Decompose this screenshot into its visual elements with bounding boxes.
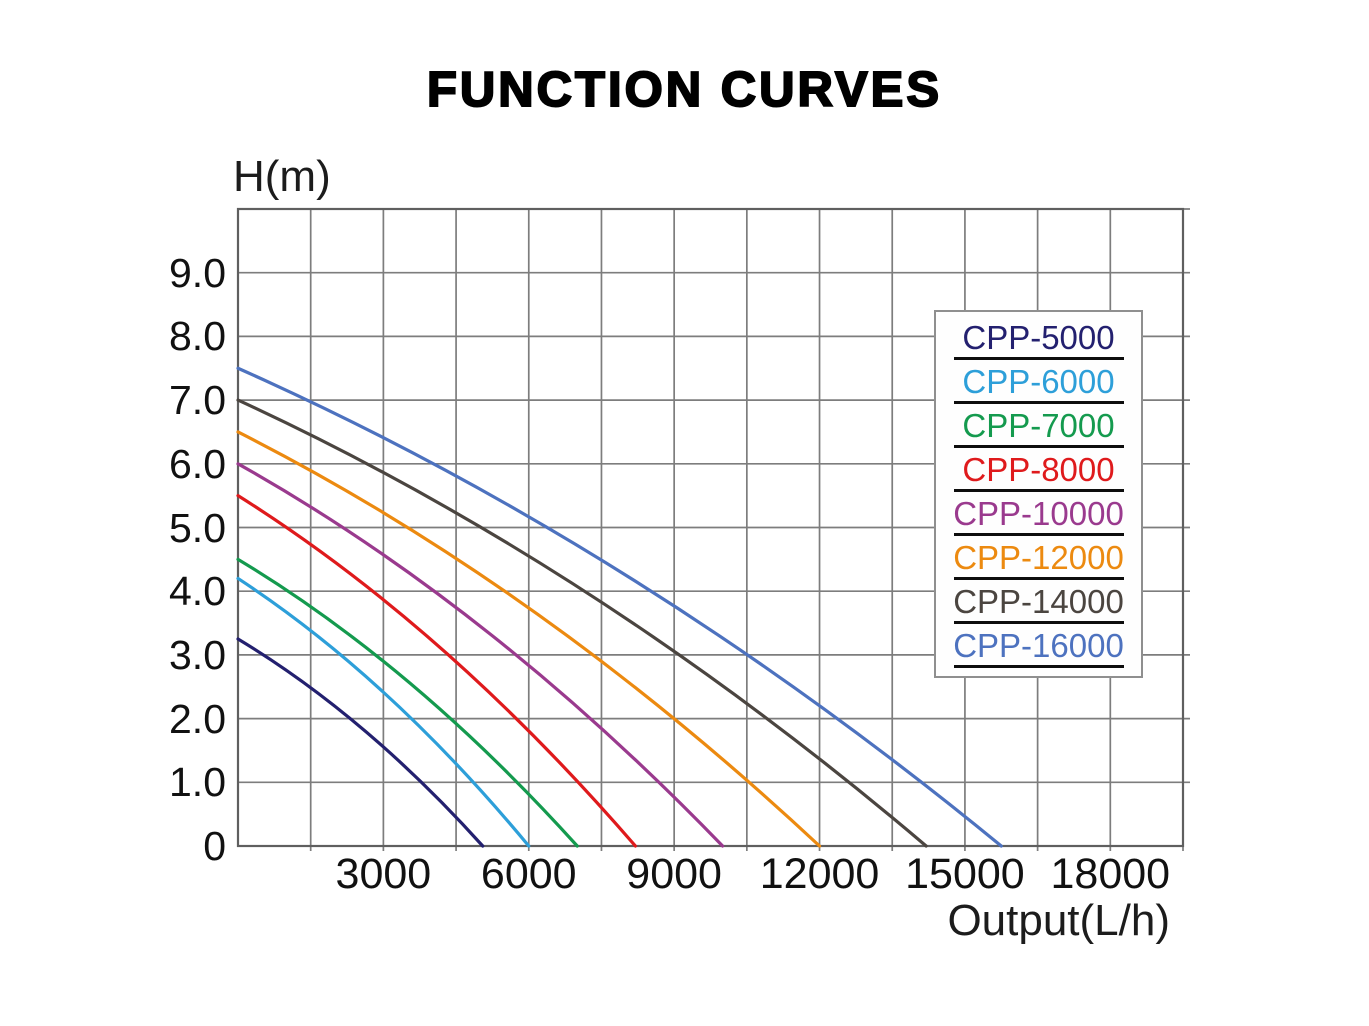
x-tick-label: 18000 [1050,850,1171,898]
legend-underline [953,401,1124,404]
y-tick-label: 8.0 [169,313,226,360]
y-tick-label: 2.0 [169,695,226,742]
y-tick-label: 3.0 [169,631,226,678]
curve-cpp-7000 [236,557,579,848]
legend-label: CPP-5000 [962,319,1115,356]
y-tick-label: 0 [203,823,226,869]
legend-item-cpp-7000: CPP-7000 [936,406,1141,448]
y-tick-label: 6.0 [169,440,226,487]
legend-underline [953,533,1124,536]
curve-cpp-10000 [236,462,725,848]
curve-cpp-6000 [236,576,531,848]
legend-underline [953,445,1124,448]
x-tick-label: 9000 [626,850,722,898]
legend-item-cpp-8000: CPP-8000 [936,450,1141,492]
legend-label: CPP-6000 [962,363,1115,400]
x-tick-label: 3000 [335,850,432,898]
x-tick-label: 6000 [480,850,577,898]
legend-underline [953,621,1124,624]
legend: CPP-5000 CPP-6000 CPP-7000 CPP-8000 CPP-1000… [934,310,1143,678]
y-tick-label: 7.0 [169,377,226,424]
legend-item-cpp-14000: CPP-14000 [936,582,1141,624]
legend-underline [953,577,1124,580]
curve-cpp-8000 [236,494,637,848]
legend-item-cpp-5000: CPP-5000 [936,318,1141,360]
legend-label: CPP-14000 [953,583,1124,620]
legend-label: CPP-8000 [962,451,1115,488]
plot-border [236,207,1185,848]
y-tick-label: 5.0 [169,504,226,551]
legend-item-cpp-16000: CPP-16000 [936,626,1141,668]
pump-curves [236,366,1003,848]
curve-cpp-16000 [236,366,1003,848]
legend-label: CPP-7000 [962,407,1115,444]
y-tick-label: 4.0 [169,568,226,615]
legend-underline [953,665,1124,668]
y-tick-label: 1.0 [169,759,226,806]
legend-item-cpp-10000: CPP-10000 [936,494,1141,536]
legend-label: CPP-16000 [953,627,1124,664]
y-axis-title: H(m) [233,152,331,201]
curve-cpp-5000 [236,637,485,848]
x-axis-title: Output(L/h) [947,896,1170,945]
chart-title: FUNCTION CURVES [426,62,943,118]
legend-label: CPP-10000 [953,495,1124,532]
legend-item-cpp-6000: CPP-6000 [936,362,1141,404]
x-tick-label: 12000 [759,850,880,898]
x-tick-label: 15000 [905,850,1025,898]
legend-label: CPP-12000 [953,539,1124,576]
legend-underline [953,357,1124,360]
curve-cpp-14000 [236,398,928,848]
curve-cpp-12000 [236,430,822,848]
y-tick-label: 9.0 [169,249,226,296]
legend-underline [953,489,1124,492]
legend-item-cpp-12000: CPP-12000 [936,538,1141,580]
